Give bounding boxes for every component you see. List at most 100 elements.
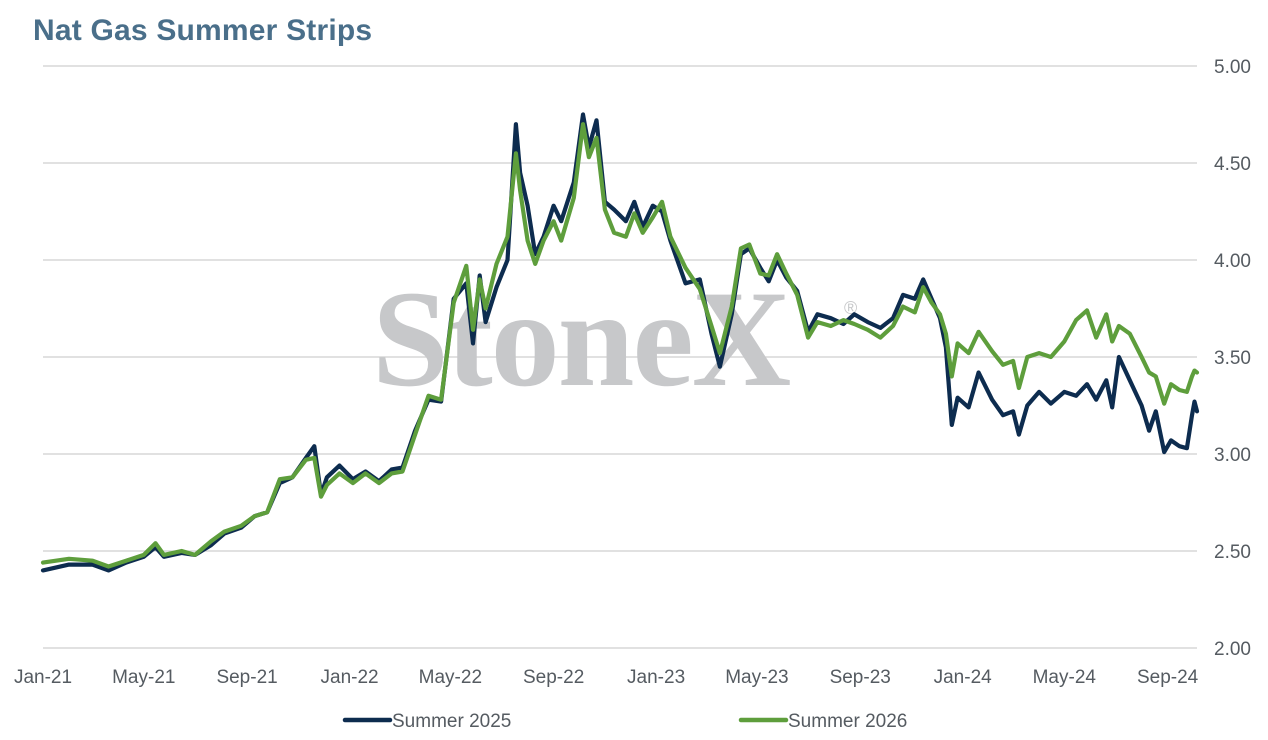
x-tick-label: Sep-21 xyxy=(216,667,277,688)
data-point xyxy=(1128,378,1132,382)
data-point xyxy=(1169,438,1173,442)
y-tick-label: 2.50 xyxy=(1214,542,1251,563)
data-point xyxy=(581,112,585,117)
data-point xyxy=(950,423,954,427)
data-point xyxy=(921,277,925,281)
data-point xyxy=(956,396,960,400)
data-point xyxy=(1128,332,1132,336)
data-point xyxy=(683,266,688,270)
data-point xyxy=(651,215,655,219)
data-point xyxy=(784,272,788,276)
legend: Summer 2025 Summer 2026 xyxy=(342,711,907,732)
data-point xyxy=(841,318,846,322)
data-point xyxy=(526,204,530,208)
data-point xyxy=(452,301,456,305)
data-point xyxy=(956,341,960,345)
data-point xyxy=(668,235,673,239)
data-point xyxy=(747,242,751,247)
data-point xyxy=(1140,355,1144,359)
data-point xyxy=(901,293,905,297)
data-point xyxy=(1117,324,1121,328)
data-point xyxy=(552,204,556,208)
data-point xyxy=(1017,386,1021,390)
data-point xyxy=(852,322,856,326)
data-point xyxy=(1190,413,1194,417)
data-point xyxy=(478,273,482,278)
y-tick-label: 3.50 xyxy=(1214,348,1251,369)
data-point xyxy=(1169,382,1173,386)
data-point xyxy=(505,258,510,262)
data-point xyxy=(67,557,71,561)
data-point xyxy=(1195,409,1199,413)
data-point xyxy=(1162,450,1166,454)
data-point xyxy=(1147,429,1151,433)
data-point xyxy=(815,312,820,316)
x-tick-label: Jan-21 xyxy=(14,667,72,688)
data-point xyxy=(977,370,981,375)
data-point xyxy=(718,365,722,369)
data-point xyxy=(1104,312,1108,316)
x-tick-label: Jan-23 xyxy=(627,667,685,688)
data-point xyxy=(698,287,702,291)
data-point xyxy=(1110,405,1114,409)
data-point xyxy=(1001,363,1005,367)
data-point xyxy=(464,264,468,268)
data-point xyxy=(319,495,323,499)
data-point xyxy=(990,398,994,402)
data-point xyxy=(1104,378,1108,382)
data-point xyxy=(866,320,870,324)
data-point xyxy=(505,235,510,239)
data-point xyxy=(581,122,585,126)
data-point xyxy=(730,305,734,309)
data-point xyxy=(950,374,954,378)
data-point xyxy=(193,553,197,557)
data-point xyxy=(1062,339,1066,344)
data-point xyxy=(603,208,607,212)
y-axis-ticks: 2.00 2.50 3.00 3.50 4.00 4.50 5.00 xyxy=(1214,57,1251,660)
data-point xyxy=(514,151,518,155)
data-point xyxy=(1049,402,1053,406)
y-tick-label: 4.50 xyxy=(1214,154,1251,175)
data-point xyxy=(698,277,702,281)
legend-item: Summer 2026 xyxy=(738,711,907,732)
legend-item: Summer 2025 xyxy=(342,711,511,732)
data-point xyxy=(651,204,655,208)
data-point xyxy=(866,328,870,332)
data-point xyxy=(632,211,636,215)
data-point xyxy=(471,328,475,332)
data-point xyxy=(106,568,111,573)
data-point xyxy=(494,262,499,266)
data-point xyxy=(337,471,342,475)
data-point xyxy=(426,394,431,398)
data-point xyxy=(938,312,942,316)
data-point xyxy=(1147,370,1151,375)
legend-label: Summer 2026 xyxy=(788,711,907,732)
data-point xyxy=(239,524,243,528)
x-tick-label: May-21 xyxy=(112,667,175,688)
data-point xyxy=(265,510,269,514)
data-point xyxy=(304,458,308,462)
data-point xyxy=(484,320,488,324)
data-point xyxy=(390,467,394,472)
data-point xyxy=(278,477,282,481)
x-tick-label: May-24 xyxy=(1033,667,1097,688)
data-point xyxy=(829,324,833,328)
data-point xyxy=(106,564,111,569)
data-point xyxy=(471,341,475,345)
data-point xyxy=(377,481,381,485)
data-point xyxy=(1011,409,1015,413)
data-point xyxy=(572,196,576,200)
data-point xyxy=(775,252,779,256)
legend-label: Summer 2025 xyxy=(392,711,511,732)
data-point xyxy=(559,219,563,223)
data-point xyxy=(1062,390,1066,394)
data-point xyxy=(1154,374,1158,378)
data-point xyxy=(587,155,591,159)
data-point xyxy=(1185,446,1189,450)
data-point xyxy=(518,188,522,192)
data-point xyxy=(815,320,820,324)
data-point xyxy=(1190,374,1194,378)
data-point xyxy=(878,336,883,340)
y-tick-label: 3.00 xyxy=(1214,445,1251,466)
